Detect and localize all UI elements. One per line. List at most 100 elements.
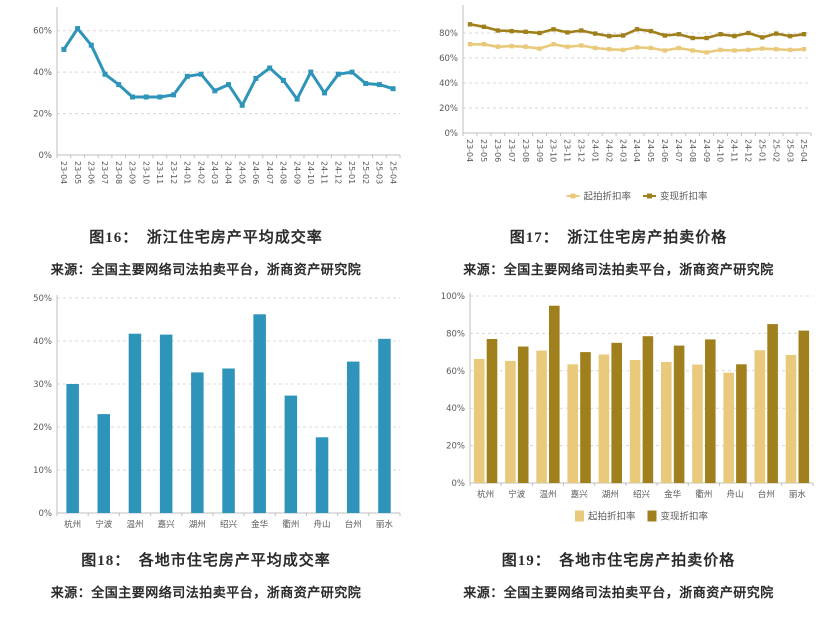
data-point-marker <box>130 94 135 100</box>
data-point-marker <box>171 92 177 98</box>
bar <box>535 350 547 483</box>
data-point-marker <box>648 45 653 51</box>
data-point-marker <box>592 45 597 51</box>
y-tick-label: 40% <box>439 79 458 89</box>
bar <box>642 336 653 483</box>
chart-17-line-canvas: 0%20%40%60%80%23-04 23-05 23-06 23-07 23-08 2… <box>439 5 811 202</box>
x-tick-label: 湖州 <box>601 490 618 500</box>
figure-19: 0% 20% 40% 60% 80% 100% 杭州 宁波 温州 嘉兴 湖州 绍兴 金华 衢州 舟山 台州 丽水… <box>412 286 825 609</box>
legend-marker <box>574 510 584 522</box>
x-tick-label: 25-01 <box>347 161 356 184</box>
x-tick-label: 23-12 <box>169 161 178 184</box>
data-point-marker <box>759 35 764 40</box>
bar <box>486 339 497 483</box>
x-tick-label: 金华 <box>664 489 682 500</box>
series-平均成交率 <box>66 314 391 513</box>
chart-16-line-canvas: 0%20%40%60%23-04 23-05 23-06 23-07 23-08 23-0… <box>33 7 401 184</box>
data-point-marker <box>648 28 653 34</box>
x-tick-label: 衢州 <box>695 489 712 500</box>
y-tick-label: 20% <box>439 104 458 114</box>
bar <box>504 360 516 483</box>
legend: 起拍折扣率 变现折扣率 <box>574 510 708 522</box>
data-point-marker <box>703 50 709 55</box>
data-point-marker <box>690 48 695 53</box>
bar <box>610 342 622 484</box>
data-point-marker <box>620 47 625 53</box>
bar <box>660 362 672 483</box>
figure-19-caption: 图19： 各地市住宅房产拍卖价格 <box>501 553 736 569</box>
data-point-marker <box>322 90 327 96</box>
x-tick-label: 24-04 <box>224 161 233 184</box>
legend-label: 变现折扣率 <box>660 190 708 202</box>
data-point-marker <box>676 32 681 37</box>
x-tick-label: 24-03 <box>210 161 219 184</box>
y-tick-label: 30% <box>33 380 52 390</box>
series-变现折扣率 <box>467 22 806 41</box>
data-point-marker <box>75 26 81 32</box>
figure-18-caption: 图18： 各地市住宅房产平均成交率 <box>81 553 331 569</box>
chart-19-bar-canvas: 0% 20% 40% 60% 80% 100% 杭州 宁波 温州 嘉兴 湖州 绍兴 金华 衢州 舟山 台州 丽水… <box>440 292 813 522</box>
x-tick-label: 台州 <box>757 489 774 500</box>
bar <box>284 395 298 513</box>
legend: 起拍折扣率 变现折扣率 <box>566 190 708 202</box>
figure-16-source: 来源：全国主要网络司法拍卖平台，浙商资产研究院 <box>50 262 362 277</box>
data-point-marker <box>634 45 639 50</box>
data-point-marker <box>606 47 611 52</box>
y-tick-label: 60% <box>33 27 52 37</box>
figure-18-source: 来源：全国主要网络司法拍卖平台，浙商资产研究院 <box>50 585 362 600</box>
data-point-marker <box>376 82 382 88</box>
x-tick-label: 24-06 <box>660 139 669 162</box>
legend-label: 起拍折扣率 <box>583 190 631 202</box>
data-point-marker <box>801 47 806 52</box>
x-tick-label: 24-07 <box>673 139 682 162</box>
data-point-marker <box>349 69 355 75</box>
data-point-marker <box>703 35 709 41</box>
x-tick-label: 绍兴 <box>632 489 650 500</box>
x-tick-label: 25-02 <box>771 139 780 162</box>
x-tick-label: 23-04 <box>59 161 68 184</box>
x-axis-labels: 23-04 23-05 23-06 23-07 23-08 23-09 23-10 23-11… <box>465 139 808 162</box>
x-axis-labels: 23-04 23-05 23-06 23-07 23-08 23-09 23-10 23-11… <box>59 161 397 184</box>
legend-marker <box>570 193 575 199</box>
y-tick-label: 50% <box>33 294 52 304</box>
bar <box>673 345 684 483</box>
data-point-marker <box>536 46 542 51</box>
data-point-marker <box>731 33 737 39</box>
figure-16: 0% 20% 40% 60% 23-04 23-05 23-06 23-07 23-08 23-0… <box>0 0 412 286</box>
axes: 0% 20% 40% 60% <box>33 7 401 161</box>
legend-marker <box>647 510 656 522</box>
data-point-marker <box>717 32 723 37</box>
data-point-marker <box>773 31 778 36</box>
x-tick-label: 温州 <box>539 489 556 500</box>
legend-label: 变现折扣率 <box>660 510 708 522</box>
x-tick-label: 金华 <box>251 519 269 530</box>
x-tick-label: 舟山 <box>314 519 331 530</box>
series-变现折扣率 <box>486 305 809 484</box>
data-point-marker <box>267 65 273 71</box>
bar <box>548 305 560 483</box>
x-tick-label: 24-05 <box>237 161 246 184</box>
data-point-marker <box>253 75 259 81</box>
bar <box>315 437 329 513</box>
data-point-marker <box>759 46 764 51</box>
x-tick-label: 24-07 <box>265 161 274 184</box>
x-tick-label: 25-04 <box>799 139 808 162</box>
x-tick-label: 24-10 <box>306 161 315 184</box>
data-point-marker <box>620 33 625 38</box>
bar <box>97 414 110 513</box>
data-point-marker <box>564 44 570 49</box>
data-point-marker <box>731 48 737 53</box>
data-point-marker <box>522 29 528 34</box>
y-tick-label: 0% <box>39 151 53 161</box>
x-tick-label: 24-08 <box>279 161 288 184</box>
x-tick-label: 23-04 <box>465 139 474 162</box>
data-point-marker <box>662 48 667 53</box>
x-tick-label: 23-08 <box>114 161 123 184</box>
x-tick-label: 24-02 <box>196 161 205 184</box>
bar <box>222 368 235 513</box>
x-tick-label: 25-03 <box>785 139 794 162</box>
bar <box>766 324 778 483</box>
x-tick-label: 24-09 <box>292 161 301 184</box>
x-tick-label: 台州 <box>345 519 362 530</box>
